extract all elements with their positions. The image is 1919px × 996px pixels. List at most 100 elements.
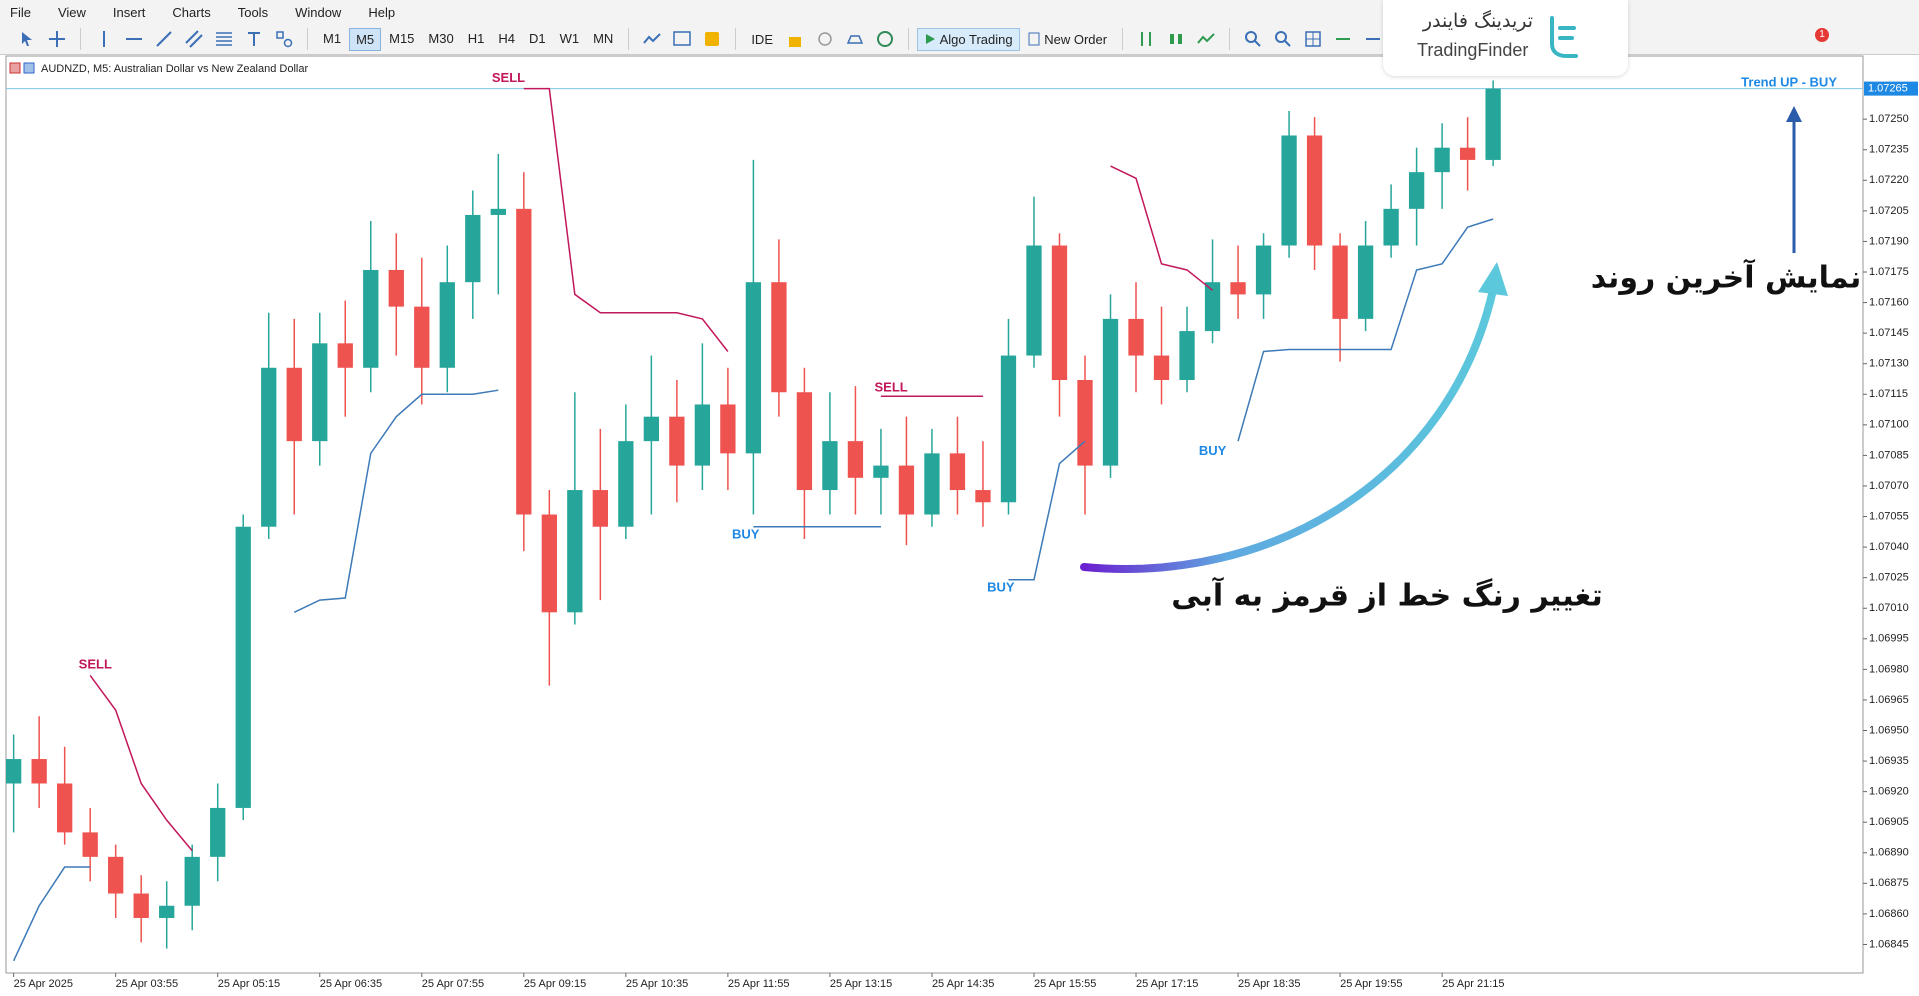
fibo-icon[interactable] <box>214 29 234 49</box>
candle-body <box>1153 355 1170 381</box>
channel-icon[interactable] <box>184 29 204 49</box>
line-icon[interactable] <box>1196 29 1216 49</box>
zoom-in-icon[interactable] <box>1243 29 1263 49</box>
trend-arrow-head <box>1786 106 1802 122</box>
y-tick-label: 1.07160 <box>1869 296 1909 308</box>
timeframe-button[interactable]: W1 <box>559 30 580 46</box>
coin-icon[interactable] <box>702 29 722 49</box>
x-tick-label: 25 Apr 15:55 <box>1034 978 1096 990</box>
crosshair-icon[interactable] <box>47 29 67 49</box>
x-tick-label: 25 Apr 11:55 <box>728 978 790 990</box>
candle-body <box>771 282 787 393</box>
candle-body <box>541 514 557 613</box>
x-tick-label: 25 Apr 14:35 <box>932 978 994 990</box>
logo-latin: TradingFinder <box>1417 40 1529 60</box>
candle-body <box>363 269 379 368</box>
candle-body <box>337 343 353 368</box>
menu-item[interactable]: View <box>57 4 86 20</box>
trend-label: Trend UP - BUY <box>1741 74 1837 89</box>
signal-label: SELL <box>79 657 112 672</box>
vline-icon[interactable] <box>94 29 114 49</box>
timeframe-button[interactable]: MN <box>593 30 614 46</box>
toolbar: M1 M5 M15 M30 H1 H4 D1 W1 MN IDE Algo Trading Ne… <box>0 24 1919 55</box>
timeframe-button[interactable]: M5 <box>349 27 382 51</box>
menu-item[interactable]: Insert <box>112 4 146 20</box>
candle-body <box>669 416 685 466</box>
candles-icon[interactable] <box>1166 29 1186 49</box>
y-tick-label: 1.06845 <box>1869 938 1909 950</box>
separator <box>307 28 308 50</box>
shift-icon[interactable] <box>1363 29 1383 49</box>
lock-icon[interactable] <box>785 29 805 49</box>
y-tick-label: 1.07055 <box>1869 510 1909 522</box>
menu-item[interactable]: Tools <box>237 4 269 20</box>
candle-body <box>210 807 226 857</box>
x-tick-label: 25 Apr 17:15 <box>1136 978 1198 990</box>
signal-icon[interactable] <box>815 29 835 49</box>
ide-button[interactable]: IDE <box>751 31 773 47</box>
timeframe-button[interactable]: M15 <box>389 30 415 46</box>
cursor-icon[interactable] <box>17 29 37 49</box>
candle-body <box>1459 147 1476 160</box>
menu-item[interactable]: Help <box>368 4 396 20</box>
y-tick-label: 1.07250 <box>1869 113 1909 125</box>
candle-body <box>159 905 175 918</box>
zoom-out-icon[interactable] <box>1273 29 1293 49</box>
new-order-button[interactable]: New Order <box>1020 28 1114 51</box>
y-tick-label: 1.07040 <box>1869 541 1909 553</box>
candle-body <box>1281 135 1297 246</box>
separator <box>1122 28 1124 50</box>
timeframe-button[interactable]: H1 <box>467 30 485 46</box>
candle-body <box>1434 147 1450 173</box>
menu-item[interactable]: File <box>10 4 31 20</box>
trend-line <box>89 675 193 852</box>
y-tick-label: 1.07085 <box>1869 449 1909 461</box>
candle-body <box>618 441 634 527</box>
vps-icon[interactable] <box>845 29 865 49</box>
bars-icon[interactable] <box>1136 29 1156 49</box>
candle-body <box>1204 282 1221 332</box>
trendline-icon[interactable] <box>154 29 174 49</box>
candle-body <box>490 208 506 215</box>
candle-body <box>439 282 455 368</box>
timeframe-button[interactable]: M30 <box>428 30 454 46</box>
symbol-icon <box>9 62 21 74</box>
text-icon[interactable] <box>244 29 264 49</box>
hline-icon[interactable] <box>124 29 144 49</box>
candle-body <box>261 367 277 527</box>
candle-body <box>1026 245 1042 356</box>
grid-icon[interactable] <box>1303 29 1323 49</box>
indicator-icon[interactable] <box>642 29 662 49</box>
x-tick-label: 25 Apr 19:55 <box>1340 978 1402 990</box>
candle-body <box>1408 172 1425 209</box>
candle-body <box>1000 355 1017 503</box>
market-icon[interactable] <box>875 29 895 49</box>
signal-label: BUY <box>987 579 1015 594</box>
candle-body <box>847 441 864 478</box>
timeframe-button[interactable]: M1 <box>323 30 342 46</box>
symbol-icon <box>23 62 35 74</box>
shapes-icon[interactable] <box>274 29 294 49</box>
candle-body <box>1128 318 1144 356</box>
trend-line <box>1110 165 1214 291</box>
menu-item[interactable]: Window <box>295 4 342 20</box>
separator <box>1229 28 1231 50</box>
algo-trading-button[interactable]: Algo Trading <box>916 27 1020 51</box>
candle-body <box>567 490 583 613</box>
candle-body <box>1077 380 1093 466</box>
candle-body <box>57 783 73 833</box>
template-icon[interactable] <box>672 29 692 49</box>
separator <box>628 28 630 50</box>
candle-body <box>184 856 200 906</box>
order-icon <box>1028 32 1040 46</box>
menu-item[interactable]: Charts <box>172 4 211 20</box>
timeframe-button[interactable]: D1 <box>528 30 546 46</box>
signal-label: BUY <box>732 526 760 541</box>
timeframe-button[interactable]: H4 <box>498 30 515 46</box>
logo: تریدینگ فایندر TradingFinder <box>1383 0 1628 76</box>
scroll-icon[interactable] <box>1333 29 1353 49</box>
annotation: نمایش آخرین روند <box>1591 259 1862 296</box>
trend-line <box>293 389 499 613</box>
candle-body <box>1332 245 1348 319</box>
